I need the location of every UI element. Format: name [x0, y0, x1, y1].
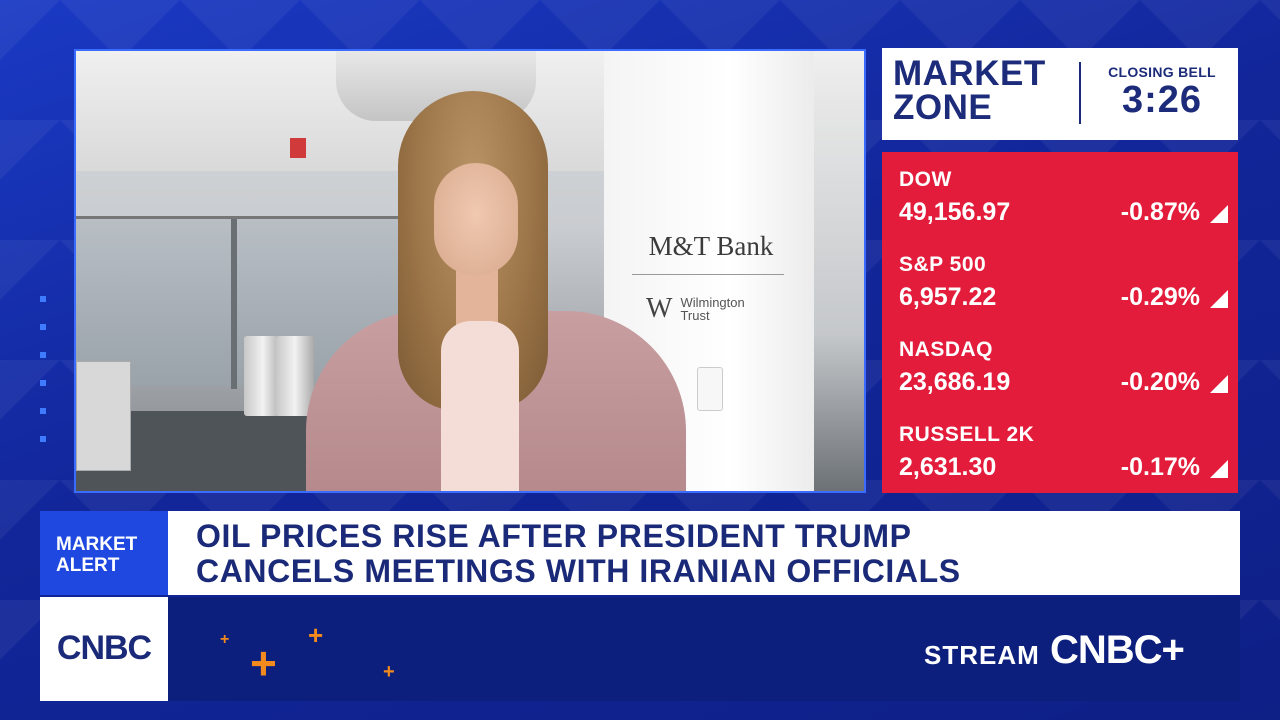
market-zone-header: MARKET ZONE CLOSING BELL 3:26 [882, 48, 1238, 140]
ticker-value: 49,156.97 [899, 198, 1011, 226]
market-zone-title-line2: ZONE [893, 88, 993, 127]
guest-neck [456, 266, 498, 326]
ticker-change: -0.29% [1120, 283, 1200, 311]
backdrop-sub-mark: W [646, 293, 673, 324]
alert-tag-line2: ALERT [56, 555, 120, 576]
backdrop-sub-text: Wilmington Trust [680, 296, 744, 322]
guest-top [441, 321, 519, 491]
countdown-time: 3:26 [1121, 79, 1203, 121]
ticker-row-dow: DOW 49,156.97 -0.87% [882, 152, 1238, 237]
headline-banner: OIL PRICES RISE AFTER PRESIDENT TRUMP CA… [168, 511, 1240, 595]
ticker-row-sp500: S&P 500 6,957.22 -0.29% [882, 237, 1238, 322]
headline-line2: CANCELS MEETINGS WITH IRANIAN OFFICIALS [196, 553, 961, 589]
ticker-value: 6,957.22 [899, 283, 997, 311]
plus-icon: + [383, 661, 395, 683]
ticker-name: S&P 500 [899, 253, 987, 276]
alert-tag-line1: MARKET [56, 534, 138, 555]
guest-face [434, 163, 518, 275]
exit-sign [290, 138, 306, 158]
down-triangle-icon [1210, 375, 1228, 393]
plus-icon: + [220, 631, 230, 648]
decorative-dots [40, 296, 48, 442]
guest-speaker [306, 91, 686, 491]
stream-label: STREAM [924, 640, 1040, 670]
ticker-value: 23,686.19 [899, 368, 1011, 396]
market-zone-title: MARKET ZONE [893, 54, 1073, 127]
ticker-value: 2,631.30 [899, 453, 997, 481]
header-divider [1079, 62, 1081, 124]
backdrop-sub-logo: W Wilmington Trust [646, 293, 745, 325]
plus-icon: + [250, 637, 277, 689]
backdrop-brand-logo: M&T Bank [648, 231, 774, 261]
ticker-row-russell: RUSSELL 2K 2,631.30 -0.17% [882, 407, 1238, 492]
market-alert-tag: MARKET ALERT [40, 511, 168, 595]
market-zone-title-line1: MARKET [893, 54, 1046, 93]
ticker-name: NASDAQ [899, 338, 994, 361]
down-triangle-icon [1210, 290, 1228, 308]
ticker-change: -0.20% [1120, 368, 1200, 396]
trash-can [276, 336, 314, 416]
ticker-row-nasdaq: NASDAQ 23,686.19 -0.20% [882, 322, 1238, 407]
video-feed: M&T Bank W Wilmington Trust [74, 49, 866, 493]
ticker-change: -0.87% [1120, 198, 1200, 226]
backdrop-sub-line2: Trust [680, 308, 710, 323]
ticker-panel: DOW 49,156.97 -0.87% S&P 500 6,957.22 -0… [882, 152, 1238, 493]
closing-bell-label: CLOSING BELL [1108, 64, 1216, 80]
ticker-change: -0.17% [1120, 453, 1200, 481]
down-triangle-icon [1210, 460, 1228, 478]
bottom-strip [40, 597, 1240, 701]
plus-icon: + [308, 620, 324, 650]
ticker-name: DOW [899, 168, 952, 191]
down-triangle-icon [1210, 205, 1228, 223]
background-room [814, 91, 864, 491]
trash-can [244, 336, 282, 416]
closing-bell-countdown: CLOSING BELL 3:26 [1092, 64, 1232, 120]
thermostat [697, 367, 723, 411]
network-logo-box: CNBC [40, 597, 168, 701]
backdrop-divider [632, 274, 784, 275]
file-cabinet [76, 361, 131, 471]
backdrop-sub-line1: Wilmington [680, 295, 745, 310]
ticker-name: RUSSELL 2K [899, 423, 1035, 446]
cnbc-plus-logo: CNBC+ [1050, 628, 1185, 672]
headline-line1: OIL PRICES RISE AFTER PRESIDENT TRUMP [196, 518, 912, 554]
cnbc-logo: CNBC [56, 629, 152, 667]
